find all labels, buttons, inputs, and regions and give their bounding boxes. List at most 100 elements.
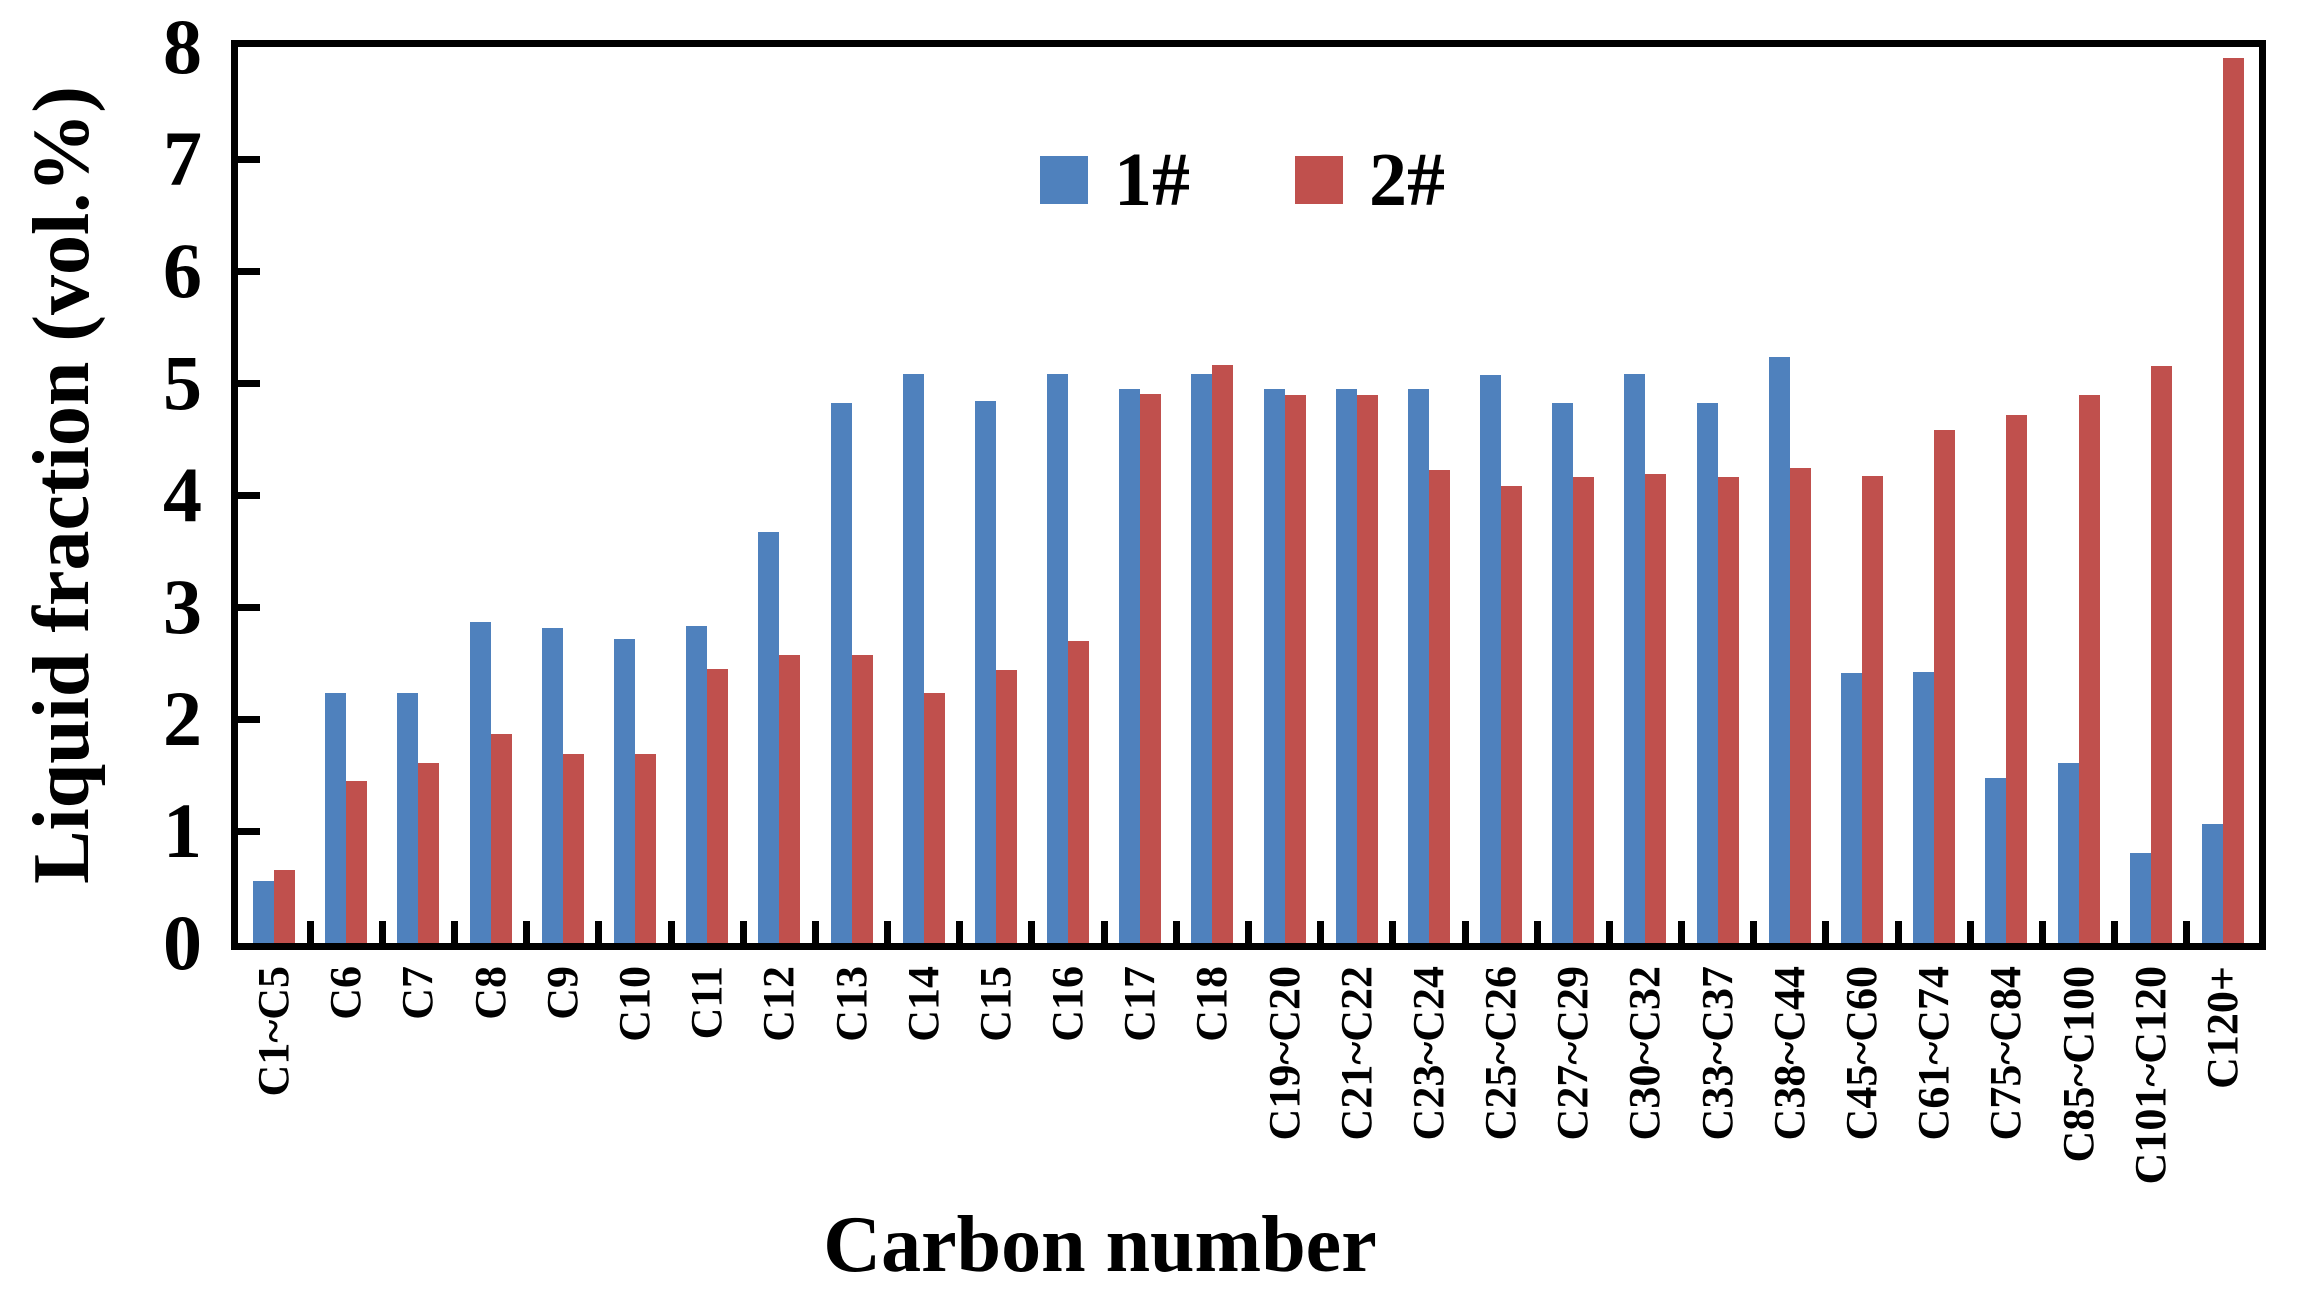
bar-1-C14 <box>902 374 924 943</box>
x-tick-boundary-5 <box>595 921 603 943</box>
bar-2-C6 <box>346 780 368 943</box>
plot-area <box>231 40 2266 950</box>
x-tick-boundary-13 <box>1172 921 1180 943</box>
x-tick-label-C6: C6 <box>321 966 371 1020</box>
x-tick-boundary-15 <box>1317 921 1325 943</box>
bar-2-C13 <box>851 655 873 943</box>
bar-2-C75~C84 <box>2006 415 2028 943</box>
bar-2-C8 <box>490 733 512 943</box>
bar-2-C30~C32 <box>1645 473 1667 943</box>
x-tick-label-C33~C37: C33~C37 <box>1692 966 1742 1141</box>
y-tick-label-7: 7 <box>163 115 202 202</box>
bar-1-C120+ <box>2201 824 2223 943</box>
y-tick-label-4: 4 <box>163 451 202 538</box>
bar-1-C11 <box>686 626 708 943</box>
x-tick-label-C30~C32: C30~C32 <box>1620 966 1670 1141</box>
x-tick-boundary-12 <box>1100 921 1108 943</box>
y-tick-1 <box>238 827 260 835</box>
bar-2-C27~C29 <box>1573 477 1595 943</box>
bar-2-C12 <box>779 655 801 943</box>
y-tick-label-2: 2 <box>163 675 202 762</box>
bar-1-C23~C24 <box>1407 388 1429 943</box>
bar-1-C27~C29 <box>1552 403 1574 943</box>
bar-1-C16 <box>1047 374 1069 943</box>
bar-1-C45~C60 <box>1841 673 1863 943</box>
x-tick-boundary-2 <box>378 921 386 943</box>
bar-1-C9 <box>541 628 563 943</box>
legend-label-series2: 2# <box>1369 138 1445 222</box>
y-tick-label-6: 6 <box>163 227 202 314</box>
x-tick-label-C45~C60: C45~C60 <box>1837 966 1887 1141</box>
bar-1-C61~C74 <box>1913 671 1935 943</box>
legend-label-series1: 1# <box>1114 138 1190 222</box>
legend-entry-series2: 2# <box>1295 138 1445 222</box>
bar-2-C61~C74 <box>1934 430 1956 943</box>
x-tick-boundary-22 <box>1822 921 1830 943</box>
y-tick-label-0: 0 <box>163 899 202 986</box>
y-tick-2 <box>238 715 260 723</box>
bar-2-C1~C5 <box>274 870 296 943</box>
x-axis-title: Carbon number <box>823 1201 1377 1289</box>
bar-1-C1~C5 <box>253 881 275 943</box>
x-tick-label-C1~C5: C1~C5 <box>249 966 299 1097</box>
x-tick-boundary-24 <box>1966 921 1974 943</box>
bar-2-C10 <box>634 753 656 943</box>
x-tick-label-C85~C100: C85~C100 <box>2053 966 2103 1163</box>
y-tick-5 <box>238 379 260 387</box>
y-tick-4 <box>238 491 260 499</box>
x-tick-boundary-23 <box>1894 921 1902 943</box>
y-tick-label-8: 8 <box>163 3 202 90</box>
bar-1-C15 <box>974 400 996 943</box>
x-tick-label-C27~C29: C27~C29 <box>1548 966 1598 1141</box>
x-tick-boundary-7 <box>739 921 747 943</box>
y-tick-label-5: 5 <box>163 339 202 426</box>
x-tick-label-C101~C120: C101~C120 <box>2125 966 2175 1185</box>
bar-1-C19~C20 <box>1263 388 1285 943</box>
x-tick-label-C8: C8 <box>465 966 515 1020</box>
y-tick-label-1: 1 <box>163 787 202 874</box>
x-tick-boundary-10 <box>956 921 964 943</box>
x-tick-label-C120+: C120+ <box>2197 966 2247 1089</box>
x-tick-boundary-20 <box>1678 921 1686 943</box>
legend-entry-series1: 1# <box>1040 138 1190 222</box>
bar-1-C13 <box>830 403 852 943</box>
x-tick-label-C9: C9 <box>537 966 587 1020</box>
bar-2-C14 <box>923 693 945 943</box>
x-tick-boundary-6 <box>667 921 675 943</box>
bar-1-C38~C44 <box>1768 357 1790 943</box>
bar-2-C120+ <box>2222 58 2244 943</box>
x-tick-boundary-4 <box>523 921 531 943</box>
bar-1-C33~C37 <box>1696 403 1718 943</box>
bar-2-C101~C120 <box>2150 366 2172 943</box>
bar-2-C33~C37 <box>1717 477 1739 943</box>
bar-1-C10 <box>613 639 635 943</box>
x-tick-label-C7: C7 <box>393 966 443 1020</box>
legend-swatch-series2 <box>1295 156 1343 204</box>
bar-1-C7 <box>397 693 419 943</box>
bar-2-C15 <box>995 669 1017 943</box>
legend-swatch-series1 <box>1040 156 1088 204</box>
y-tick-7 <box>238 155 260 163</box>
x-tick-boundary-11 <box>1028 921 1036 943</box>
x-tick-boundary-3 <box>451 921 459 943</box>
x-tick-boundary-21 <box>1750 921 1758 943</box>
x-tick-boundary-1 <box>306 921 314 943</box>
x-tick-boundary-25 <box>2038 921 2046 943</box>
bar-2-C45~C60 <box>1862 475 1884 943</box>
x-tick-label-C75~C84: C75~C84 <box>1981 966 2031 1141</box>
x-tick-label-C38~C44: C38~C44 <box>1764 966 1814 1141</box>
bar-1-C21~C22 <box>1335 388 1357 943</box>
bar-2-C38~C44 <box>1789 468 1811 943</box>
bar-1-C101~C120 <box>2129 853 2151 943</box>
x-tick-boundary-27 <box>2183 921 2191 943</box>
y-tick-6 <box>238 267 260 275</box>
bar-2-C18 <box>1212 365 1234 943</box>
x-tick-boundary-16 <box>1389 921 1397 943</box>
x-tick-boundary-26 <box>2111 921 2119 943</box>
bar-1-C30~C32 <box>1624 374 1646 943</box>
bar-2-C23~C24 <box>1428 470 1450 943</box>
bar-2-C11 <box>707 668 729 943</box>
bar-2-C19~C20 <box>1284 395 1306 943</box>
bar-2-C7 <box>418 762 440 943</box>
